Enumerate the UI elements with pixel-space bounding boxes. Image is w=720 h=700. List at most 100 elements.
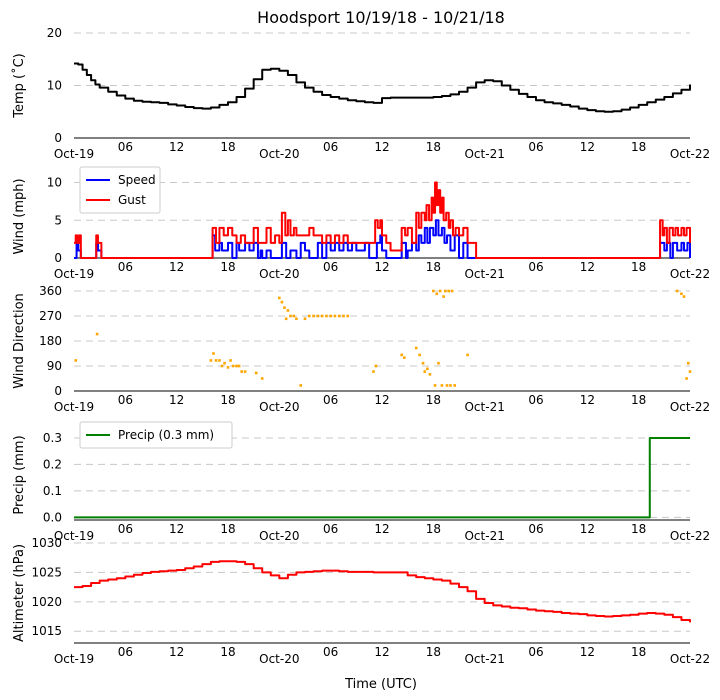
x-tick-label: 18 [426,393,441,407]
data-point [433,384,437,387]
x-tick-label: Oct-19 [54,400,94,414]
data-point [337,314,341,318]
x-tick-label: 06 [528,140,543,154]
data-point [372,370,375,373]
x-tick-label: Oct-21 [464,147,504,161]
data-point [675,289,679,293]
x-tick-label: 12 [169,140,184,154]
data-point [426,367,429,371]
x-tick-label: 12 [374,140,389,154]
legend: Speed Gust [79,166,161,214]
data-point [680,292,683,296]
x-tick-label: Oct-20 [259,267,299,281]
x-tick-label: Oct-21 [464,267,504,281]
data-point [466,353,469,357]
y-tick-label: 20 [47,26,62,40]
y-tick-label: 180 [39,334,62,348]
x-tick-label: 12 [169,522,184,536]
data-point [402,356,406,359]
x-tick-label: 06 [118,260,133,274]
legend-box [79,421,233,449]
data-point [329,314,332,318]
x-tick-label: 12 [580,260,595,274]
x-tick-label: 12 [374,260,389,274]
data-point [374,364,378,368]
y-tick-label: 1020 [31,595,62,609]
y-tick-label: 270 [39,309,62,323]
x-tick-label: 18 [220,260,235,274]
x-tick-label: 18 [631,140,646,154]
y-axis-title: Wind Direction [12,293,27,389]
data-point [435,292,439,296]
panel-3: 0 90 180 270 360 Oct-19 06 12 18 Oct-20 06 12 18 Oct-… [12,284,710,414]
y-tick-label: 0.0 [43,510,62,524]
legend-box [79,166,161,214]
x-tick-label: 12 [580,645,595,659]
data-point [280,300,284,304]
data-point [450,289,454,293]
data-point [686,361,690,365]
data-point [682,295,686,298]
data-point [214,359,218,362]
data-point [74,359,78,362]
legend: Precip (0.3 mm) [79,421,233,449]
x-tick-label: 18 [631,260,646,274]
data-point [342,314,345,318]
x-tick-label: Oct-21 [464,529,504,543]
data-point [220,364,224,368]
panel-2: 0 5 10 Oct-19 06 12 18 Oct-20 06 12 18 Oct-21 06 12 18… [12,166,710,281]
y-axis-title: Wind (mph) [12,178,27,254]
data-point [312,314,315,318]
x-tick-label: Oct-19 [54,652,94,666]
data-point [428,373,432,376]
chart-title: Hoodsport 10/19/18 - 10/21/18 [257,8,505,27]
data-point [333,314,337,318]
x-tick-label: 18 [631,393,646,407]
series-line [74,436,690,519]
y-axis-title: Temp (˚C) [11,53,27,119]
y-tick-label: 0 [54,251,62,265]
y-tick-label: 360 [39,284,62,298]
x-tick-label: 06 [323,393,338,407]
y-tick-label: 0.1 [43,484,62,498]
x-tick-label: 06 [118,645,133,659]
y-tick-label: 0 [54,131,62,145]
data-point [229,359,232,362]
data-point [685,377,688,380]
x-tick-label: 12 [374,393,389,407]
data-point [447,289,451,293]
x-tick-label: 06 [323,522,338,536]
data-point [449,384,452,387]
panel-4: 0.0 0.1 0.2 0.3 Oct-19 06 12 18 Oct-20 06 12 18 Oct-… [12,421,710,543]
data-point [283,306,286,309]
x-tick-label: 18 [220,645,235,659]
x-tick-label: Oct-22 [670,652,710,666]
y-tick-label: 1015 [31,624,62,638]
x-tick-label: Oct-20 [259,529,299,543]
data-point [295,317,298,321]
data-point [307,314,311,318]
y-tick-label: 90 [47,359,62,373]
data-point [400,353,403,357]
series-line [74,560,691,623]
legend-label: Precip (0.3 mm) [118,428,214,442]
y-tick-label: 0 [54,384,62,398]
data-point [226,366,230,369]
y-tick-label: 1025 [31,565,62,579]
x-tick-label: 18 [631,522,646,536]
x-tick-label: Oct-19 [54,267,94,281]
data-point [218,359,221,362]
x-tick-label: 18 [220,393,235,407]
x-tick-label: 12 [169,393,184,407]
x-tick-label: Oct-22 [670,529,710,543]
y-tick-label: 0.3 [43,431,62,445]
data-point [453,384,457,387]
data-point [444,289,447,293]
series-line [74,181,691,259]
x-tick-label: 12 [580,393,595,407]
data-point [438,289,442,293]
y-tick-label: 5 [54,213,62,227]
series-line [74,62,691,113]
x-tick-label: 12 [169,645,184,659]
y-tick-label: 10 [47,79,62,93]
